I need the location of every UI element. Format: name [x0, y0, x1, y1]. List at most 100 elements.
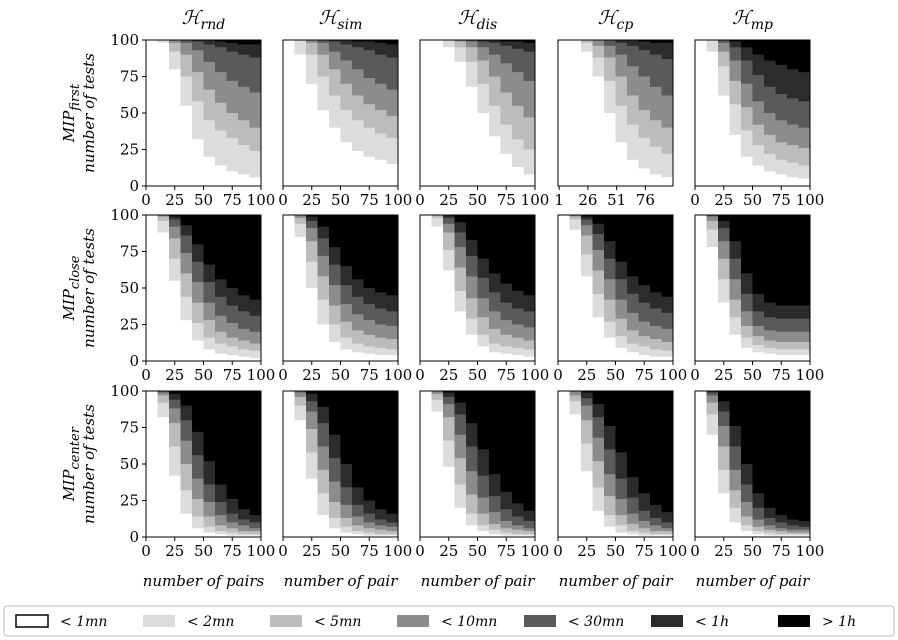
y-tick-label: 75 — [120, 419, 139, 437]
x-tick-label: 25 — [439, 542, 458, 560]
x-tick-label: 100 — [521, 191, 550, 209]
area-band — [558, 40, 673, 45]
y-tick-label: 75 — [120, 243, 139, 261]
legend-label: < 10mn — [441, 614, 497, 630]
legend-swatch — [15, 614, 49, 628]
panel: 0 25 50 75 100 number of pair — [278, 390, 413, 590]
column-title: ℋsim — [319, 7, 363, 33]
y-tick-label: 100 — [110, 382, 139, 400]
legend-label: > 1h — [822, 614, 856, 630]
row-title: MIPclose — [60, 255, 83, 321]
x-tick-label: 25 — [577, 366, 596, 384]
row-title: MIPfirst — [60, 83, 83, 143]
panel-frame — [557, 39, 674, 187]
y-tick-label: 100 — [110, 206, 139, 224]
x-tick-label: 75 — [772, 366, 791, 384]
x-tick-label: 25 — [302, 366, 321, 384]
area-band — [558, 40, 673, 102]
x-tick-label: 25 — [577, 542, 596, 560]
x-tick-label: 25 — [714, 542, 733, 560]
x-tick-label: 25 — [714, 366, 733, 384]
x-tick-label: 100 — [659, 366, 688, 384]
x-tick-label: 0 — [141, 542, 151, 560]
column-title: ℋdis — [458, 7, 497, 33]
x-tick-label: 50 — [331, 191, 350, 209]
panel: 0 25 50 75 100 — [553, 214, 688, 384]
panel: 0 25 50 75 100 — [690, 39, 825, 209]
x-tick-label: 0 — [690, 542, 700, 560]
x-tick-label: 0 — [553, 542, 563, 560]
x-tick-label: 75 — [497, 366, 516, 384]
x-tick-label: 100 — [384, 366, 413, 384]
area-band — [695, 215, 810, 306]
x-tick-label: 25 — [165, 191, 184, 209]
y-tick-label: 0 — [129, 177, 139, 195]
x-tick-label: 75 — [360, 191, 379, 209]
y-tick-label: 25 — [120, 492, 139, 510]
x-axis-label: number of pair — [696, 572, 811, 590]
legend-box — [3, 605, 895, 637]
area-band — [695, 391, 810, 523]
x-tick-label: 100 — [247, 191, 276, 209]
x-tick-label: 25 — [714, 191, 733, 209]
area-band — [283, 215, 398, 297]
area-band — [420, 215, 535, 299]
x-tick-label: 100 — [384, 542, 413, 560]
panel: 0 25 50 75 100 — [690, 214, 824, 384]
panel: 0 25 50 75 100 0 25 50 75 100 number of pairs — [110, 382, 275, 590]
x-tick-label: 0 — [415, 191, 425, 209]
x-tick-label: 100 — [796, 191, 825, 209]
legend-swatch — [778, 615, 810, 627]
x-tick-label: 50 — [194, 366, 213, 384]
x-tick-label: 100 — [659, 542, 688, 560]
area-band — [558, 215, 673, 300]
x-tick-label: 50 — [468, 542, 487, 560]
area-band — [283, 391, 398, 517]
x-tick-label: 75 — [772, 542, 791, 560]
x-tick-label: 100 — [521, 542, 550, 560]
x-tick-label: 75 — [497, 542, 516, 560]
x-tick-label: 50 — [331, 366, 350, 384]
x-axis-label: number of pair — [559, 572, 674, 590]
x-axis-label: number of pairs — [143, 572, 265, 590]
x-tick-label: 50 — [743, 366, 762, 384]
x-tick-label: 50 — [468, 366, 487, 384]
row-title: MIPcenter — [60, 426, 83, 502]
x-tick-label: 50 — [468, 191, 487, 209]
area-band — [283, 40, 398, 96]
x-tick-label: 100 — [521, 366, 550, 384]
column-title: ℋmp — [732, 7, 773, 33]
y-tick-label: 50 — [120, 279, 139, 297]
y-tick-label: 25 — [120, 141, 139, 159]
x-tick-label: 25 — [302, 191, 321, 209]
area-band — [146, 40, 261, 46]
panel: 0 25 50 75 100 number of pair — [553, 390, 688, 590]
y-tick-label: 0 — [129, 528, 139, 546]
x-tick-label: 100 — [247, 542, 276, 560]
column-title: ℋrnd — [182, 7, 225, 33]
area-band — [283, 40, 398, 61]
y-tick-label: 100 — [110, 31, 139, 49]
x-tick-label: 0 — [278, 191, 288, 209]
x-tick-label: 0 — [141, 366, 151, 384]
x-axis-label: number of pair — [421, 572, 536, 590]
x-tick-label: 100 — [796, 542, 825, 560]
area-band — [146, 215, 261, 303]
column-title: ℋcp — [598, 7, 634, 33]
legend-label: < 1h — [695, 614, 729, 630]
x-tick-label: 75 — [360, 542, 379, 560]
x-tick-label: 50 — [194, 542, 213, 560]
x-tick-label: 75 — [635, 366, 654, 384]
x-tick-label: 75 — [772, 191, 791, 209]
x-tick-label: 0 — [278, 366, 288, 384]
x-tick-label: 25 — [165, 366, 184, 384]
x-tick-label: 50 — [331, 542, 350, 560]
area-band — [695, 40, 810, 76]
legend-label: < 2mn — [187, 614, 234, 630]
x-tick-label: 0 — [141, 191, 151, 209]
y-axis-label: number of tests — [80, 404, 98, 524]
x-tick-label: 51 — [607, 191, 626, 209]
y-axis-label: number of tests — [80, 53, 98, 173]
